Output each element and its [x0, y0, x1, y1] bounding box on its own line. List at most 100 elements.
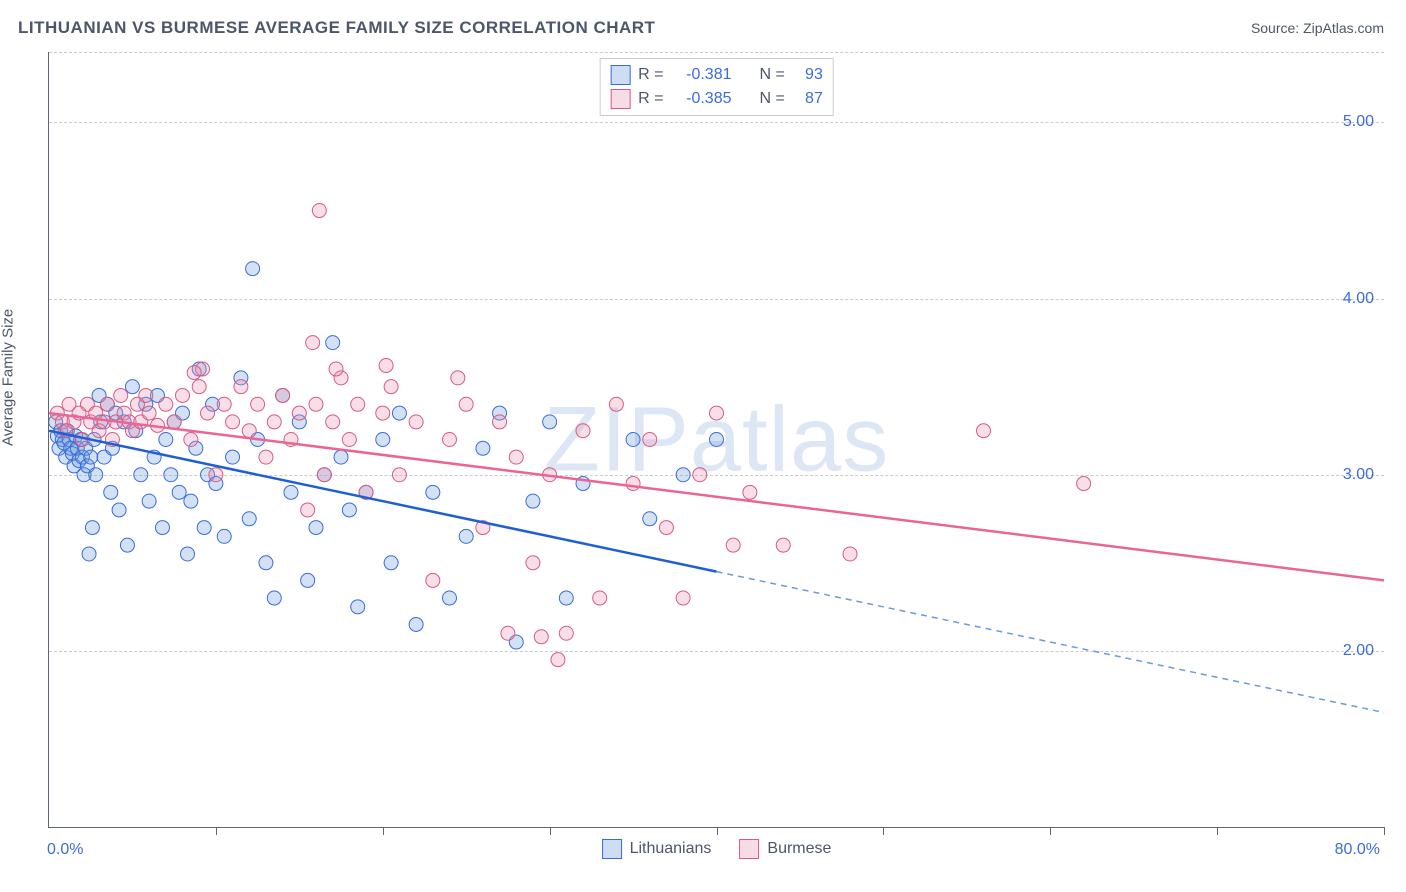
- legend-item: Lithuanians: [602, 839, 712, 859]
- data-point: [379, 359, 393, 373]
- data-point: [267, 591, 281, 605]
- data-point: [509, 450, 523, 464]
- data-point: [309, 397, 323, 411]
- series-legend: Lithuanians Burmese: [602, 839, 832, 859]
- data-point: [104, 485, 118, 499]
- data-point: [85, 521, 99, 535]
- data-point: [242, 424, 256, 438]
- data-point: [559, 626, 573, 640]
- data-point: [710, 406, 724, 420]
- source-name: ZipAtlas.com: [1303, 20, 1384, 36]
- series-swatch: [610, 89, 630, 109]
- data-point: [267, 415, 281, 429]
- x-tick: [550, 827, 551, 835]
- x-tick: [1384, 827, 1385, 835]
- stats-row: R =-0.385N =87: [610, 87, 823, 111]
- data-point: [217, 529, 231, 543]
- x-axis-max-label: 80.0%: [1335, 841, 1380, 859]
- data-point: [459, 397, 473, 411]
- data-point: [301, 503, 315, 517]
- data-point: [142, 406, 156, 420]
- data-point: [155, 521, 169, 535]
- data-point: [426, 485, 440, 499]
- data-point: [326, 336, 340, 350]
- source-label: Source:: [1251, 20, 1299, 36]
- data-point: [234, 380, 248, 394]
- x-tick: [883, 827, 884, 835]
- r-label: R =: [638, 87, 663, 111]
- data-point: [246, 262, 260, 276]
- data-point: [209, 468, 223, 482]
- data-point: [593, 591, 607, 605]
- data-point: [392, 406, 406, 420]
- data-point: [159, 397, 173, 411]
- data-point: [459, 529, 473, 543]
- data-point: [351, 397, 365, 411]
- x-tick: [216, 827, 217, 835]
- data-point: [217, 397, 231, 411]
- data-point: [226, 450, 240, 464]
- r-value: -0.381: [672, 63, 732, 87]
- data-point: [342, 503, 356, 517]
- data-point: [376, 433, 390, 447]
- legend-label: Burmese: [767, 840, 831, 858]
- data-point: [693, 468, 707, 482]
- data-point: [197, 521, 211, 535]
- data-point: [376, 406, 390, 420]
- data-point: [543, 415, 557, 429]
- data-point: [626, 477, 640, 491]
- data-point: [526, 556, 540, 570]
- data-point: [977, 424, 991, 438]
- data-point: [139, 388, 153, 402]
- r-label: R =: [638, 63, 663, 87]
- data-point: [843, 547, 857, 561]
- legend-label: Lithuanians: [630, 840, 712, 858]
- data-point: [776, 538, 790, 552]
- data-point: [443, 591, 457, 605]
- series-swatch: [602, 839, 622, 859]
- trend-line-extension: [717, 572, 1385, 713]
- data-point: [184, 494, 198, 508]
- n-value: 87: [793, 87, 823, 111]
- legend-item: Burmese: [739, 839, 831, 859]
- data-point: [84, 450, 98, 464]
- data-point: [710, 433, 724, 447]
- x-tick: [1217, 827, 1218, 835]
- data-point: [526, 494, 540, 508]
- data-point: [676, 468, 690, 482]
- data-point: [306, 336, 320, 350]
- stats-legend-box: R =-0.381N =93R =-0.385N =87: [599, 58, 834, 116]
- data-point: [726, 538, 740, 552]
- data-point: [172, 485, 186, 499]
- data-point: [242, 512, 256, 526]
- data-point: [114, 388, 128, 402]
- data-point: [100, 397, 114, 411]
- data-point: [251, 397, 265, 411]
- data-point: [192, 380, 206, 394]
- plot-area: ZIPatlas R =-0.381N =93R =-0.385N =87 0.…: [48, 52, 1384, 828]
- x-tick: [717, 827, 718, 835]
- data-point: [181, 547, 195, 561]
- data-point: [443, 433, 457, 447]
- data-point: [134, 468, 148, 482]
- data-point: [309, 521, 323, 535]
- data-point: [392, 468, 406, 482]
- data-point: [501, 626, 515, 640]
- chart-container: LITHUANIAN VS BURMESE AVERAGE FAMILY SIZ…: [0, 0, 1406, 892]
- x-tick: [383, 827, 384, 835]
- data-point: [743, 485, 757, 499]
- x-axis-min-label: 0.0%: [47, 841, 83, 859]
- data-point: [112, 503, 126, 517]
- data-point: [312, 204, 326, 218]
- data-point: [176, 388, 190, 402]
- data-point: [167, 415, 181, 429]
- data-point: [201, 406, 215, 420]
- data-point: [187, 366, 201, 380]
- data-point: [120, 538, 134, 552]
- data-point: [89, 468, 103, 482]
- data-point: [292, 406, 306, 420]
- data-point: [276, 388, 290, 402]
- data-point: [334, 450, 348, 464]
- data-point: [626, 433, 640, 447]
- data-point: [451, 371, 465, 385]
